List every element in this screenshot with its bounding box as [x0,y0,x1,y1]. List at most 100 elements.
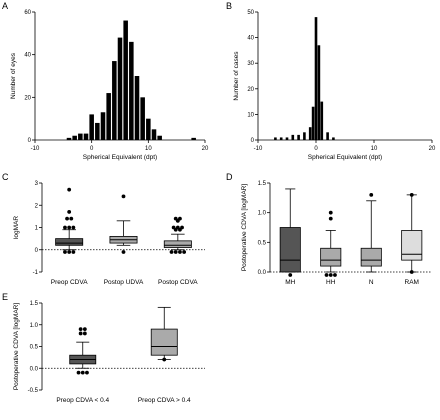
y-tick-label: 40 [24,53,31,59]
y-axis-label: Postoperative CDVA [logMAR] [13,303,20,390]
y-axis-label: Number of eyes [10,52,17,99]
y-tick-label: 40 [247,36,254,42]
outlier-point [82,331,87,336]
bar [191,137,196,140]
category-label: RAM [405,279,419,286]
outlier-point [67,250,72,254]
y-axis-label: Postoperative CDVA [logMAR] [241,184,248,271]
bar [106,93,111,140]
chart-e: -0.5 0.0 0.5 1.0 1.5 Postoperative CDVA [logM… [13,301,205,404]
box-2: Postop UDVA [104,194,144,286]
x-axis-label: Spherical Equivalent (dpt) [83,154,157,161]
outlier-point [173,216,178,221]
y-axis-label: logMAR [13,216,20,239]
y-tick-label: 0 [35,248,39,254]
x-tick-label: -10 [31,146,40,152]
chart-a: 0 20 40 60 Number of eyes -10 0 10 20 Spherical E… [10,10,209,161]
box-iqr [279,227,301,273]
box-2: HH [320,210,342,286]
bar [140,97,145,140]
outlier-point [178,216,182,221]
outlier-point [121,194,126,199]
y-tick-label: 0 [28,138,32,144]
y-tick-label: 0.5 [258,240,267,246]
y-tick-label: 0 [251,138,255,144]
y-tick-label: 3 [35,181,39,187]
y-tick-label: -1 [33,270,39,276]
box-iqr [163,240,192,248]
outlier-point [63,225,67,230]
outlier-point [65,216,69,221]
outlier-point [409,192,414,197]
bar [308,127,312,140]
x-tick-label: 0 [90,146,94,152]
y-tick-label: 0.0 [258,270,267,276]
bar [83,133,89,140]
bar [285,137,289,140]
outlier-point [409,270,414,274]
x-tick-label: 10 [371,146,378,152]
outlier-point [78,327,83,331]
bar [95,122,100,140]
outlier-point [85,370,89,375]
outlier-point [173,250,178,254]
x-tick-label: -10 [254,146,263,152]
y-tick-label: 1.0 [30,323,39,329]
outlier-point [76,370,81,375]
y-tick-label: 2 [35,203,39,209]
x-tick-label: 0 [314,146,318,152]
y-tick-label: 30 [247,61,254,67]
outlier-point [69,216,74,221]
outlier-point [121,250,126,254]
bar [100,112,106,140]
y-tick-label: 1.0 [258,211,267,217]
bar [66,137,72,140]
box-iqr [55,238,84,246]
category-label: MH [285,279,295,286]
bar [311,106,315,140]
outlier-point [328,273,333,277]
y-tick-label: 1 [35,226,39,232]
y-tick-label: -0.5 [28,388,39,394]
y-tick-label: 0.5 [30,345,39,351]
box-2: Preop CDVA > 0.4 [138,306,191,404]
bar [317,45,321,140]
bar [146,118,151,140]
y-tick-label: 20 [247,87,254,93]
box-iqr [401,230,423,261]
y-axis-label: Number of cases [233,51,240,101]
box-1: MH [279,188,301,286]
outlier-point [171,225,176,230]
y-tick-label: 1.5 [30,301,39,307]
bar [117,37,123,140]
box-1: Preop CDVA < 0.4 [56,327,110,404]
chart-b: 0 10 20 30 40 50 Number of cases -10 0 10 20 Spheri… [233,10,436,161]
bar [279,137,283,140]
panel-label-d: D [226,172,233,182]
outlier-point [180,225,184,230]
bar [134,76,140,140]
outlier-point [67,187,72,192]
x-tick-label: 20 [429,146,436,152]
category-label: Postop CDVA [158,279,198,286]
panel-label-e: E [2,292,8,302]
panel-label-a: A [2,1,8,11]
bar [314,17,318,140]
panel-label-b: B [226,1,232,11]
bar [326,132,329,140]
category-label: N [369,279,374,286]
bar [303,132,306,140]
bar [89,114,94,140]
bar [112,61,117,140]
outlier-point [71,225,76,230]
bar [332,137,335,140]
bar [297,134,300,140]
box-4: RAM [401,192,423,286]
outlier-point [175,225,180,230]
bar [291,134,295,140]
box-iqr [360,247,382,267]
outlier-point [80,370,85,375]
chart-d: 0.0 0.5 1.0 1.5 Postoperative CDVA [logMAR] M… [241,181,432,286]
outlier-point [78,331,83,336]
box-3: Postop CDVA [158,216,198,286]
